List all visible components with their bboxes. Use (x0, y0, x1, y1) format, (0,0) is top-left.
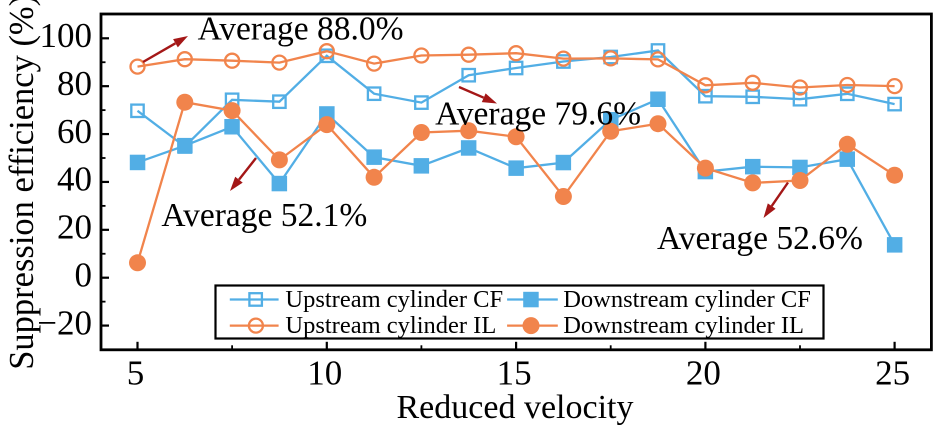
svg-text:0: 0 (75, 256, 93, 295)
svg-text:Downstream cylinder IL: Downstream cylinder IL (563, 312, 804, 339)
svg-text:20: 20 (686, 353, 721, 392)
svg-text:15: 15 (497, 353, 532, 392)
svg-text:Average 52.6%: Average 52.6% (657, 220, 863, 257)
svg-text:Suppression efficiency (%): Suppression efficiency (%) (3, 0, 41, 370)
svg-text:Average 52.1%: Average 52.1% (161, 197, 367, 234)
svg-text:Upstream cylinder CF: Upstream cylinder CF (285, 286, 503, 313)
svg-text:5: 5 (127, 353, 145, 392)
svg-text:Average 88.0%: Average 88.0% (198, 11, 404, 48)
svg-text:Downstream cylinder CF: Downstream cylinder CF (563, 286, 811, 313)
svg-text:Average 79.6%: Average 79.6% (435, 95, 641, 132)
svg-text:20: 20 (57, 208, 92, 247)
svg-text:25: 25 (875, 353, 910, 392)
svg-text:40: 40 (57, 160, 92, 199)
svg-text:100: 100 (40, 16, 93, 55)
svg-text:80: 80 (57, 64, 92, 103)
svg-text:10: 10 (307, 353, 342, 392)
svg-text:Upstream cylinder IL: Upstream cylinder IL (285, 312, 496, 339)
svg-text:Reduced velocity: Reduced velocity (397, 389, 634, 426)
svg-text:−20: −20 (37, 303, 92, 342)
svg-text:60: 60 (57, 112, 92, 151)
